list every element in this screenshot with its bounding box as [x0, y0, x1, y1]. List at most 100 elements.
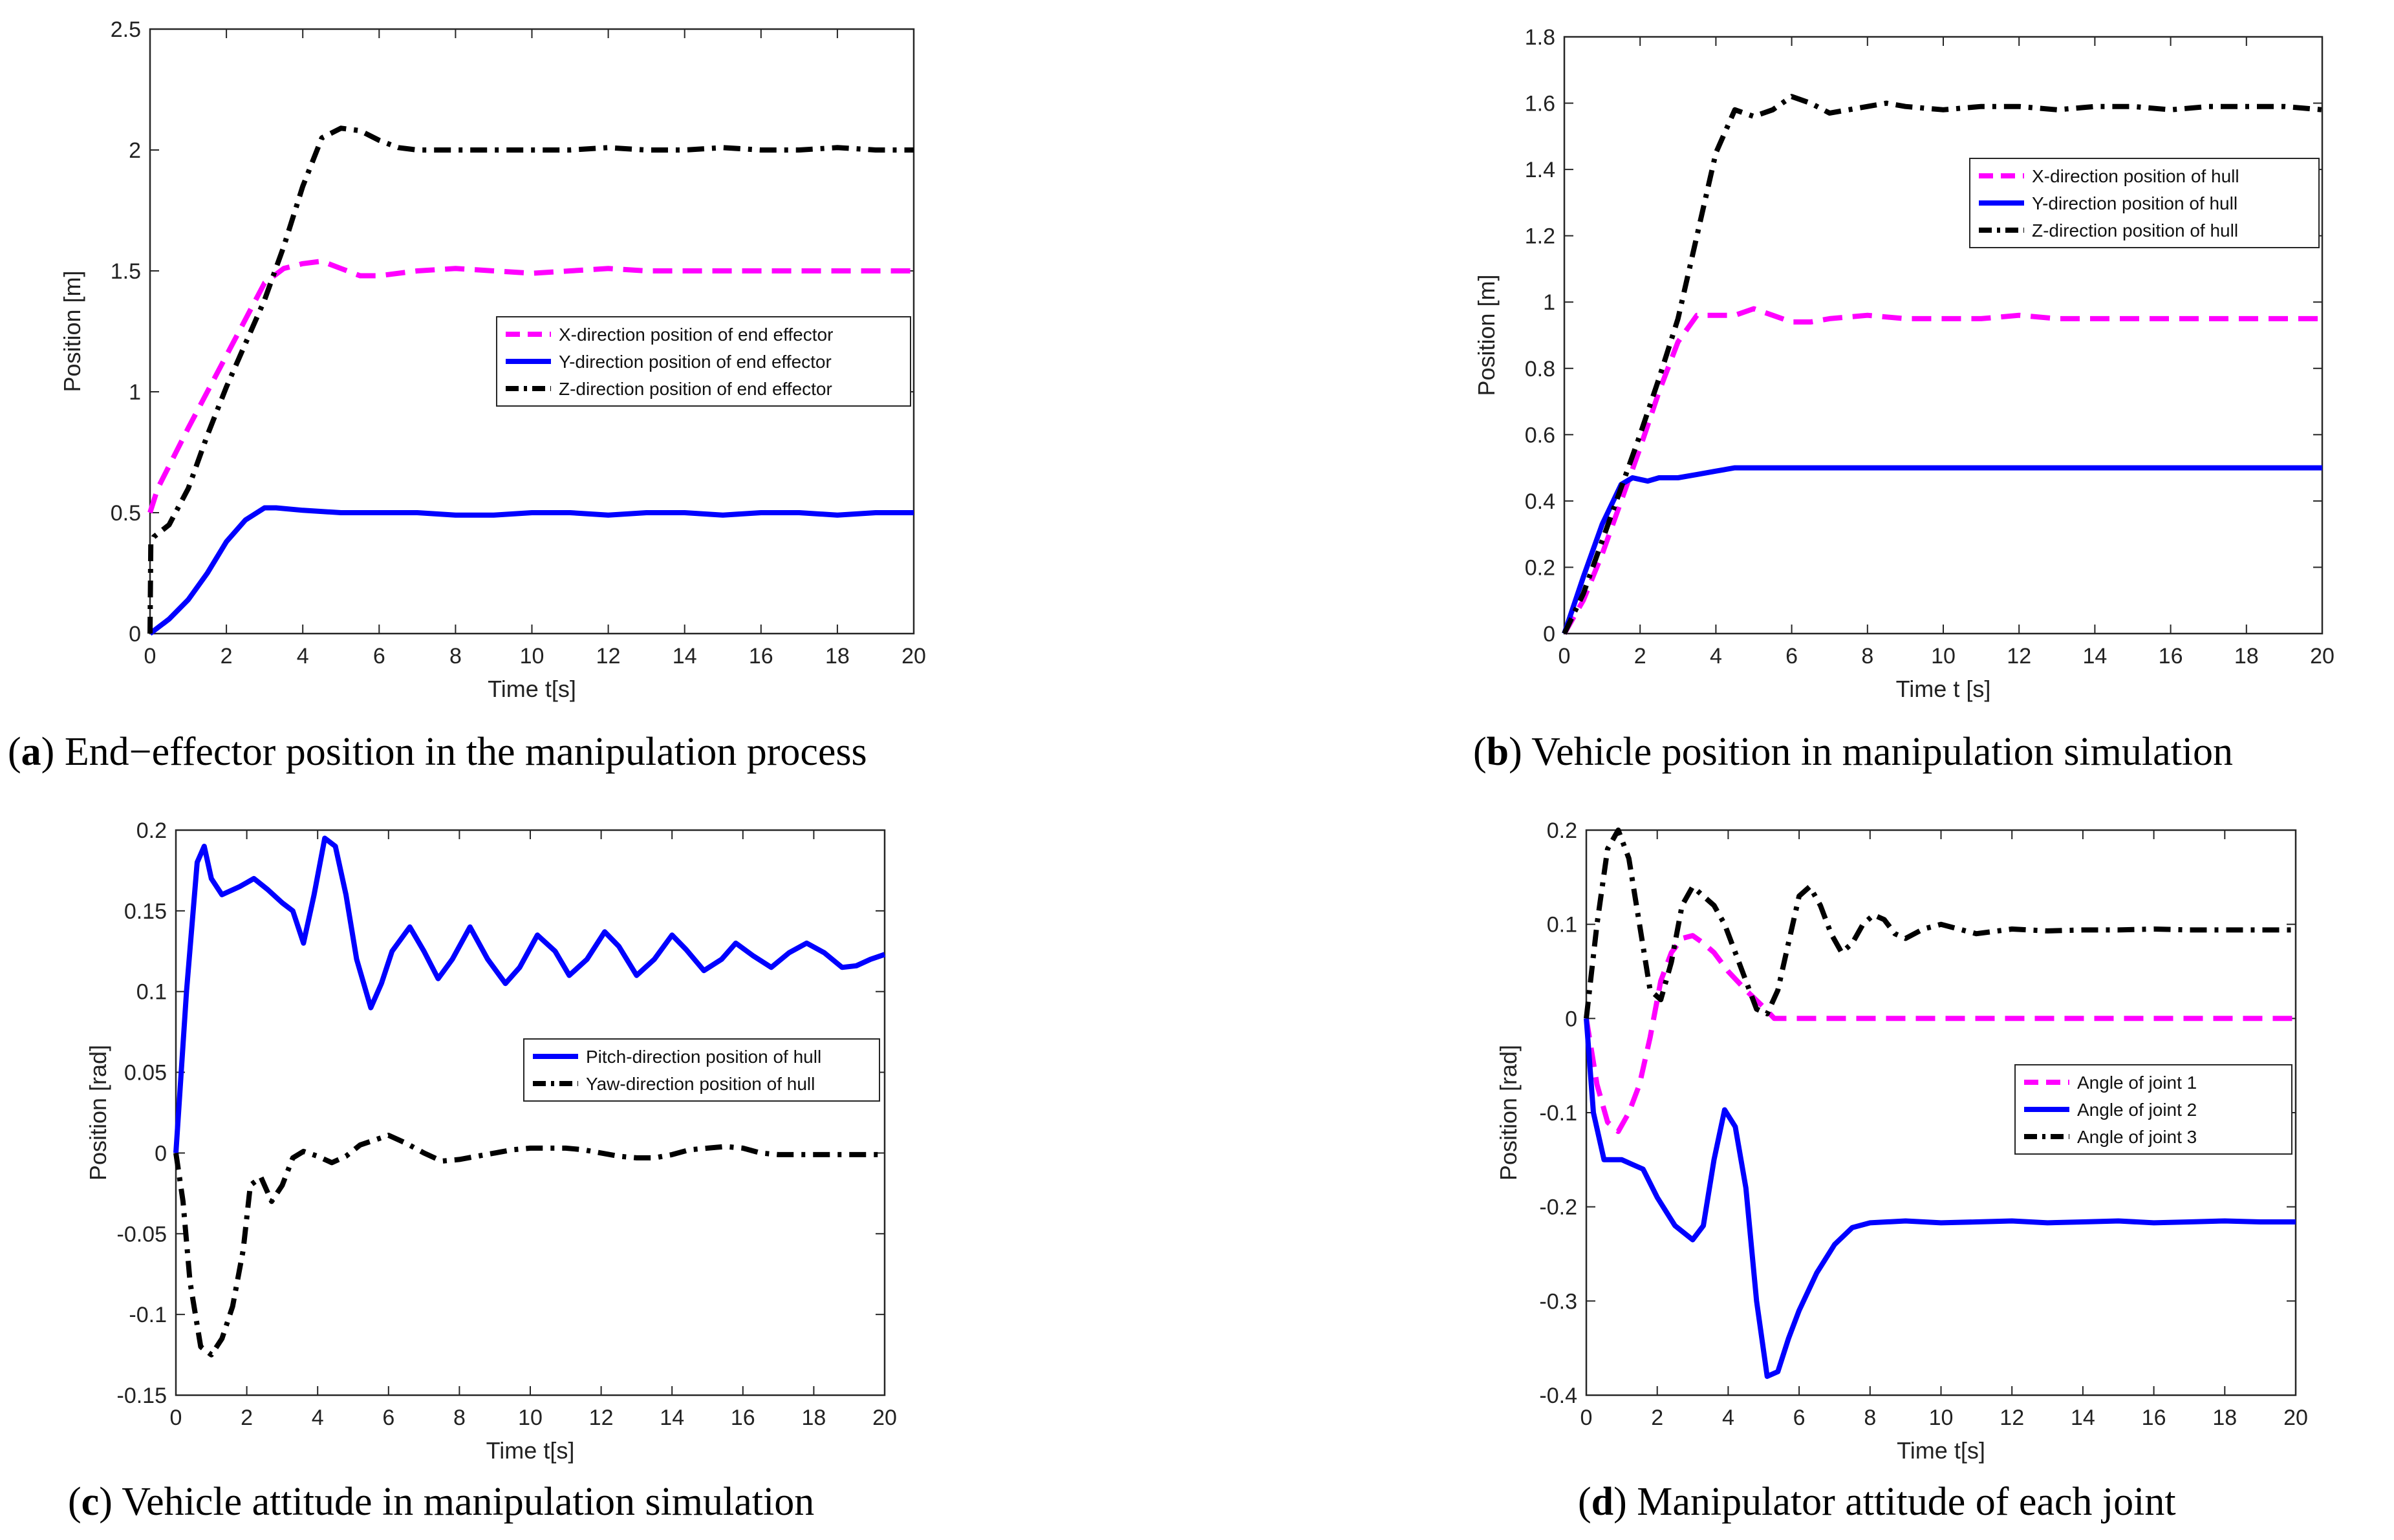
x-tick-label: 18 [825, 644, 850, 668]
y-tick-label: 0 [155, 1141, 167, 1166]
y-tick-label: 0.1 [1547, 913, 1577, 937]
legend-box [496, 316, 911, 407]
x-tick-label: 6 [373, 644, 385, 668]
chart-panel-b: 0 2 4 6 8 10 12 14 16 18 20 0 0.2 0.4 0.6 0.8 1 1.2 1.4 1.6… [1197, 0, 2394, 724]
x-tick-label: 8 [1861, 644, 1873, 668]
y-tick-label: 2.5 [111, 17, 141, 42]
x-tick-label: 4 [1722, 1406, 1734, 1430]
caption-c-text: Vehicle attitude in manipulation simulat… [122, 1480, 815, 1524]
legend-label-2: Angle of joint 2 [2077, 1100, 2197, 1120]
chart-svg-3: 0 2 4 6 8 10 12 14 16 18 20 -0.4 -0.3 -0.2 -0.1 0 0.1 0.2… [1495, 818, 2308, 1464]
x-tick-label: 16 [2142, 1406, 2166, 1430]
x-tick-label: 6 [382, 1406, 394, 1430]
x-tick-label: 16 [2159, 644, 2183, 668]
x-tick-label: 20 [2310, 644, 2335, 668]
chart-panel-c: 0 2 4 6 8 10 12 14 16 18 20 -0.15 -0.1 -0.05 0 0.05 0.1 0… [0, 756, 1196, 1493]
y-tick-label: 1.5 [111, 259, 141, 284]
series-line-2 [1584, 1018, 2296, 1379]
caption-a-letter: a [21, 730, 41, 774]
x-tick-label: 20 [2283, 1406, 2308, 1430]
x-tick-label: 8 [449, 644, 462, 668]
legend-label-2: Yaw-direction position of hull [586, 1074, 815, 1094]
caption-c-letter: c [81, 1480, 100, 1524]
x-tick-label: 16 [749, 644, 773, 668]
x-tick-label: 4 [312, 1406, 324, 1430]
y-tick-label: -0.4 [1539, 1384, 1577, 1408]
chart-panel-d: 0 2 4 6 8 10 12 14 16 18 20 -0.4 -0.3 -0.2 -0.1 0 0.1 0.2… [1197, 756, 2394, 1493]
legend-label-3: Z-direction position of hull [2032, 220, 2238, 241]
caption-d-letter: d [1591, 1480, 1614, 1524]
y-tick-label: 0.15 [124, 899, 167, 924]
chart-svg-1: 0 2 4 6 8 10 12 14 16 18 20 0 0.2 0.4 0.6 0.8 1 1.2 1.4 1.6… [1473, 25, 2335, 702]
x-tick-label: 0 [144, 644, 156, 668]
x-axis-label: Time t [s] [1896, 676, 1991, 702]
x-tick-label: 8 [1864, 1406, 1876, 1430]
caption-d: (d) Manipulator attitude of each joint [1578, 1480, 2176, 1524]
y-tick-label: 0 [1543, 622, 1555, 647]
y-tick-label: 0.5 [111, 501, 141, 526]
legend-label-3: Z-direction position of end effector [559, 379, 832, 399]
y-tick-label: 0.4 [1525, 489, 1555, 514]
y-tick-label: 1 [1543, 290, 1555, 315]
caption-b-letter: b [1486, 730, 1509, 774]
x-tick-label: 8 [453, 1406, 466, 1430]
legend-label-1: X-direction position of end effector [559, 325, 833, 345]
y-tick-label: -0.15 [117, 1384, 167, 1408]
x-tick-label: 16 [731, 1406, 755, 1430]
x-tick-label: 2 [1634, 644, 1646, 668]
series-line-1 [1562, 306, 2322, 635]
y-axis-label: Position [rad] [85, 1045, 111, 1181]
y-tick-label: 0 [1565, 1007, 1577, 1031]
y-tick-label: 0.2 [1525, 555, 1555, 580]
y-tick-label: 0.2 [1547, 818, 1577, 843]
x-tick-label: 12 [589, 1406, 614, 1430]
x-tick-label: 14 [2082, 644, 2107, 668]
y-axis-label: Position [m] [59, 270, 85, 392]
x-tick-label: 0 [1580, 1406, 1593, 1430]
caption-a-text: End−effector position in the manipulatio… [64, 730, 867, 774]
x-tick-label: 18 [2212, 1406, 2237, 1430]
x-tick-label: 2 [221, 644, 233, 668]
x-tick-label: 18 [801, 1406, 826, 1430]
legend-box [523, 1038, 880, 1102]
x-tick-label: 12 [2000, 1406, 2024, 1430]
x-axis-label: Time t[s] [1897, 1437, 1985, 1464]
caption-a: (a) End−effector position in the manipul… [8, 730, 867, 774]
y-axis-label: Position [rad] [1495, 1045, 1522, 1181]
y-tick-label: 2 [129, 138, 141, 163]
x-tick-label: 10 [1929, 1406, 1954, 1430]
series-line-2 [1562, 465, 2322, 635]
y-tick-label: -0.3 [1539, 1289, 1577, 1314]
y-tick-label: 0.2 [136, 818, 167, 843]
legend-box [1969, 158, 2320, 248]
x-tick-label: 6 [1793, 1406, 1806, 1430]
legend-label-3: Angle of joint 3 [2077, 1127, 2197, 1147]
x-tick-label: 2 [241, 1406, 253, 1430]
x-tick-label: 10 [520, 644, 545, 668]
x-tick-label: 6 [1785, 644, 1798, 668]
legend-label-1: Pitch-direction position of hull [586, 1047, 821, 1067]
y-tick-label: 0.1 [136, 980, 167, 1005]
plot-frame [175, 829, 886, 1396]
y-tick-label: -0.05 [117, 1222, 167, 1246]
series-line-2 [148, 505, 914, 636]
x-axis-label: Time t[s] [486, 1437, 575, 1464]
caption-b: (b) Vehicle position in manipulation sim… [1473, 730, 2234, 774]
x-tick-label: 10 [518, 1406, 543, 1430]
caption-b-text: Vehicle position in manipulation simulat… [1531, 730, 2234, 774]
y-tick-label: -0.1 [1539, 1101, 1577, 1126]
y-tick-label: 1.4 [1525, 158, 1555, 182]
caption-d-text: Manipulator attitude of each joint [1637, 1480, 2176, 1524]
chart-svg-0: 0 2 4 6 8 10 12 14 16 18 20 0 0.5 1 1.5 2 2.5 Time t[s] Po… [59, 17, 926, 702]
x-axis-label: Time t[s] [488, 676, 576, 702]
y-tick-label: 0.6 [1525, 423, 1555, 447]
series-line-1 [1584, 933, 2296, 1135]
chart-svg-2: 0 2 4 6 8 10 12 14 16 18 20 -0.15 -0.1 -0.05 0 0.05 0.1 0… [85, 818, 897, 1464]
y-tick-label: -0.1 [129, 1303, 167, 1327]
x-tick-label: 4 [297, 644, 309, 668]
legend-label-2: Y-direction position of hull [2032, 193, 2238, 213]
series-line-3 [1584, 828, 2296, 1019]
x-tick-label: 20 [901, 644, 926, 668]
series-line-2 [173, 1133, 885, 1358]
y-tick-label: 0.05 [124, 1061, 167, 1085]
